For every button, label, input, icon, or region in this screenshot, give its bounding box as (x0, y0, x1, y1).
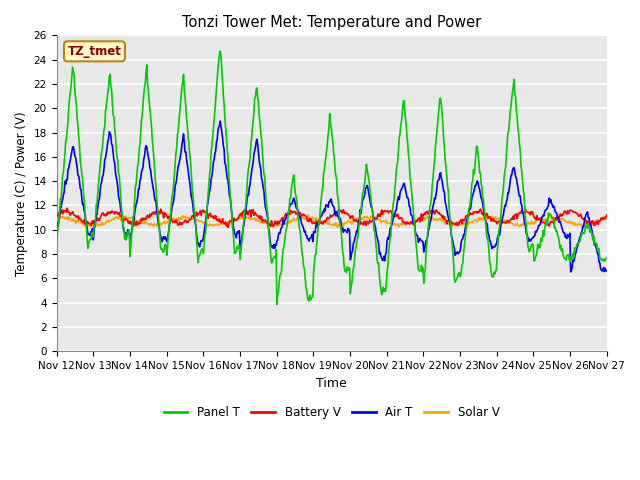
Title: Tonzi Tower Met: Temperature and Power: Tonzi Tower Met: Temperature and Power (182, 15, 481, 30)
Legend: Panel T, Battery V, Air T, Solar V: Panel T, Battery V, Air T, Solar V (159, 401, 504, 424)
Y-axis label: Temperature (C) / Power (V): Temperature (C) / Power (V) (15, 111, 28, 276)
Text: TZ_tmet: TZ_tmet (68, 45, 122, 58)
X-axis label: Time: Time (316, 377, 347, 390)
